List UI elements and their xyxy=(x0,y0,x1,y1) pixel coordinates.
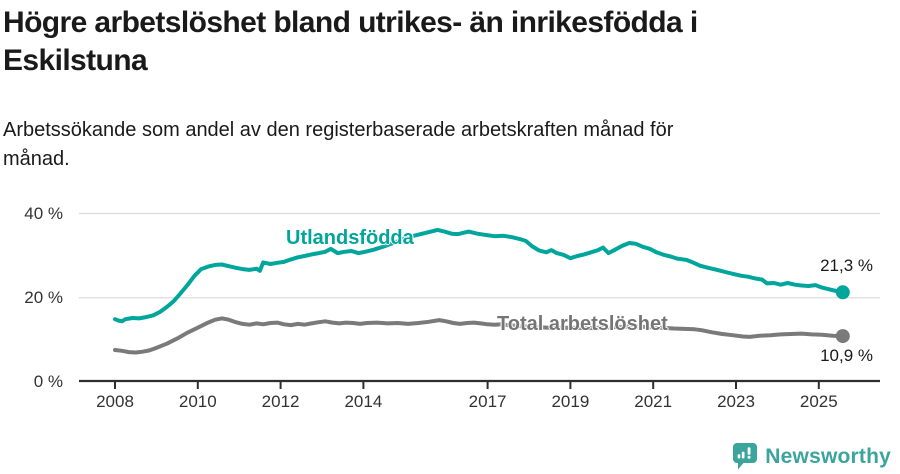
x-axis-tick-label: 2023 xyxy=(717,392,755,411)
series-end-dot-0 xyxy=(835,285,850,300)
newsworthy-wordmark: Newsworthy xyxy=(765,444,891,468)
x-axis-tick-label: 2012 xyxy=(261,392,300,411)
chart-title-line-2: Eskilstuna xyxy=(3,44,148,77)
series-line-1 xyxy=(113,316,845,355)
y-axis-tick-label: 40 % xyxy=(24,203,63,223)
end-value-total-arbetsloshet: 10,9 % xyxy=(820,346,873,365)
x-axis-tick-label: 2025 xyxy=(799,392,838,411)
chart-subtitle-line-1: Arbetssökande som andel av den registerb… xyxy=(3,119,674,141)
y-axis-tick-label: 0 % xyxy=(33,372,63,391)
x-axis-tick-label: 2008 xyxy=(96,392,134,411)
newsworthy-icon xyxy=(733,443,758,470)
x-axis-tick-label: 2010 xyxy=(178,392,217,411)
chart-subtitle: Arbetssökande som andel av den registerb… xyxy=(3,116,863,174)
chart-title-line-1: Högre arbetslöshet bland utrikes- än inr… xyxy=(3,6,698,39)
x-axis-tick-label: 2019 xyxy=(551,392,590,411)
series-label-total-arbetsloshet: Total arbetslöshet xyxy=(497,313,668,335)
series-label-utlandsfodda: Utlandsfödda xyxy=(286,227,414,249)
chart-title: Högre arbetslöshet bland utrikes- än inr… xyxy=(3,4,863,80)
x-axis-tick-label: 2021 xyxy=(634,392,673,411)
y-axis-tick-label: 20 % xyxy=(24,287,63,307)
series-line-0 xyxy=(113,227,845,324)
newsworthy-logo[interactable]: Newsworthy xyxy=(732,441,891,472)
chart-subtitle-line-2: månad. xyxy=(3,148,70,170)
end-value-utlandsfodda: 21,3 % xyxy=(820,256,873,275)
x-axis-tick-label: 2017 xyxy=(468,392,507,411)
x-axis-tick-label: 2014 xyxy=(344,392,383,411)
series-end-dot-1 xyxy=(835,329,850,344)
